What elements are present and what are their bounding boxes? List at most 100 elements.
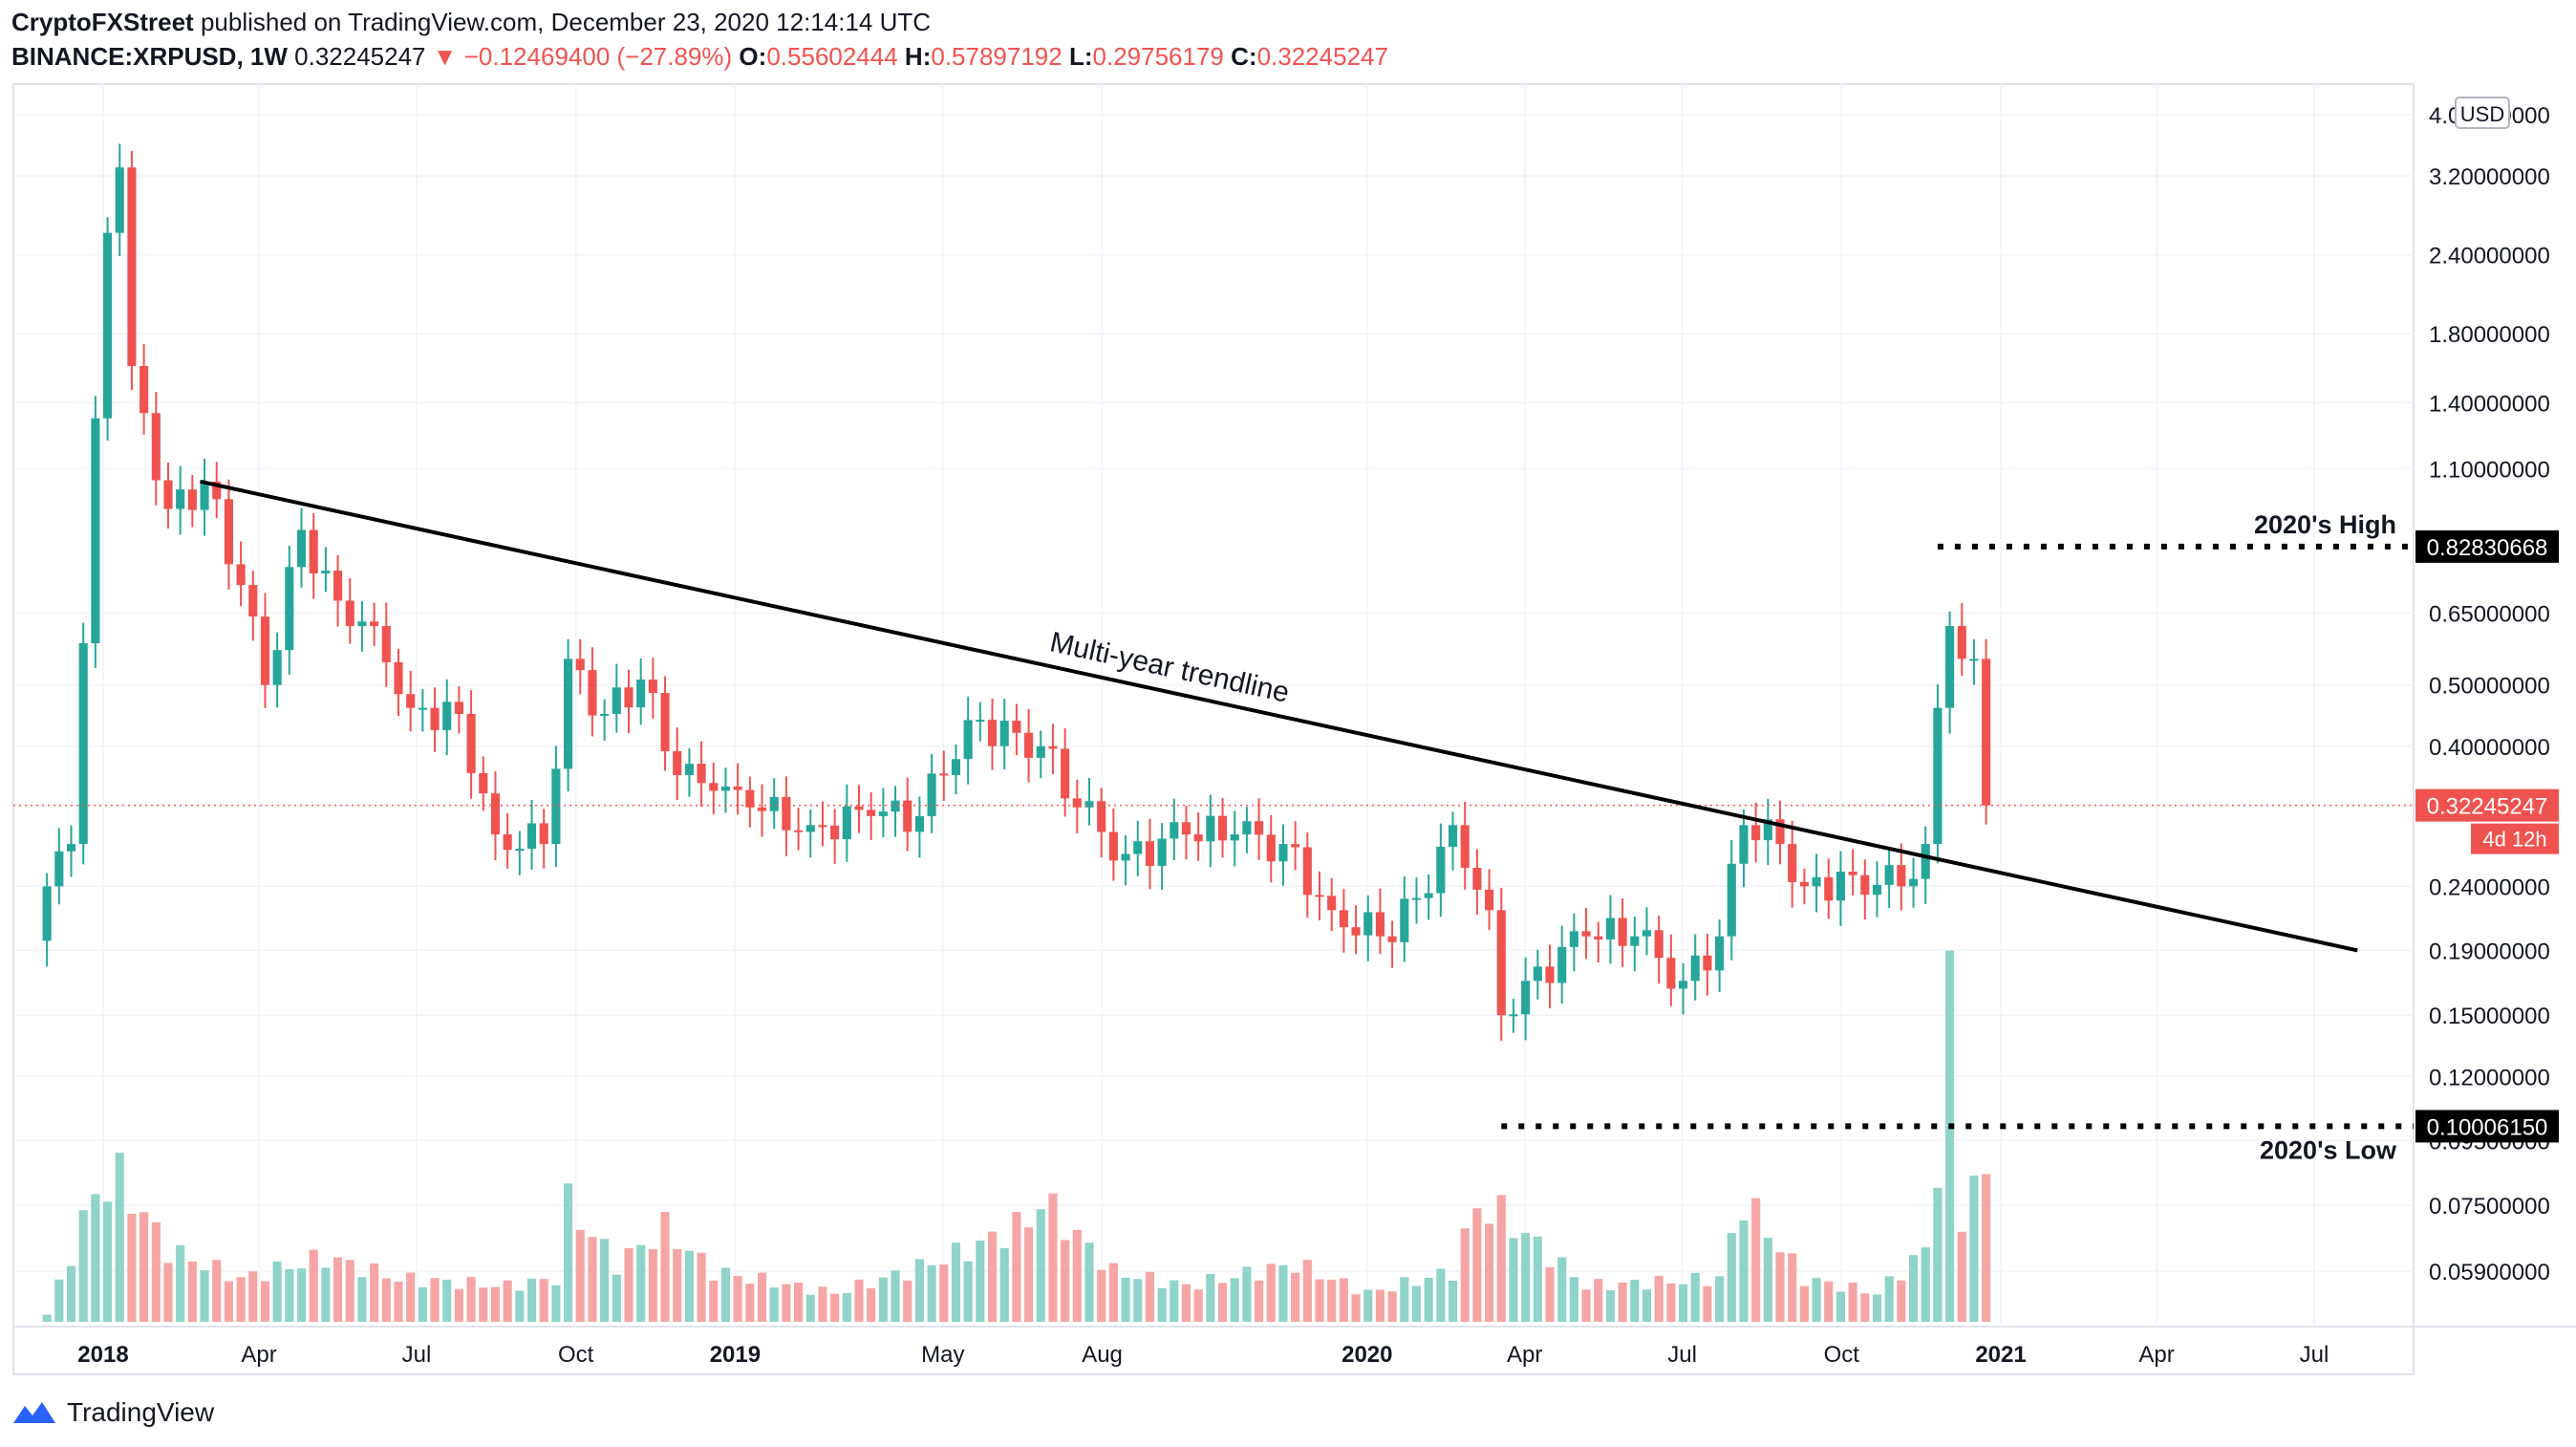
candle-body: [1751, 825, 1761, 841]
candle-body: [1242, 821, 1252, 835]
volume-bar: [309, 1249, 318, 1322]
volume-bar: [951, 1242, 961, 1322]
candle-body: [1375, 912, 1385, 937]
close-label: C:: [1231, 42, 1257, 71]
volume-bar: [163, 1263, 173, 1322]
candle-body: [1291, 844, 1300, 848]
candle-body: [1460, 825, 1470, 869]
volume-bar: [66, 1265, 76, 1322]
candle-body: [697, 764, 706, 784]
candle-body: [442, 702, 452, 730]
volume-bar: [1630, 1280, 1640, 1322]
x-tick-label: 2021: [1975, 1342, 2026, 1368]
volume-bar: [854, 1279, 864, 1322]
candle-body: [600, 713, 610, 716]
time-axis[interactable]: 2018 Apr Jul Oct 2019 May Aug 2020 Apr Jul Oct 2021…: [77, 1342, 2329, 1368]
candle-body: [854, 806, 864, 810]
volume-bar: [103, 1201, 113, 1322]
volume-bar: [939, 1264, 949, 1322]
candle-body: [187, 489, 197, 510]
candle-body: [709, 783, 719, 791]
volume-bar: [782, 1284, 791, 1322]
candle-body: [720, 786, 731, 791]
volume-bar: [260, 1281, 270, 1322]
candle-body: [236, 564, 246, 586]
candle-body: [1884, 865, 1894, 885]
open-label: O:: [739, 42, 767, 71]
volume-bar: [1824, 1281, 1834, 1322]
publisher-name[interactable]: CryptoFXStreet: [11, 8, 194, 36]
currency-badge[interactable]: USD: [2455, 97, 2510, 129]
volume-bar: [1121, 1277, 1130, 1322]
volume-bar: [1812, 1278, 1821, 1322]
volume-bar: [1084, 1242, 1094, 1322]
candle-body: [1727, 863, 1736, 937]
y-tick-label: 0.07500000: [2429, 1194, 2550, 1220]
candle-body: [1618, 918, 1627, 946]
candle-body: [805, 825, 815, 832]
x-tick-label: Jul: [402, 1342, 432, 1368]
volume-bar: [1217, 1283, 1228, 1322]
x-tick-label: 2019: [710, 1342, 761, 1368]
volume-bar: [285, 1268, 294, 1322]
candle-body: [1472, 868, 1482, 890]
x-tick-label: 2020: [1342, 1342, 1392, 1368]
volume-bar: [127, 1213, 137, 1322]
candle-body: [66, 844, 76, 852]
footer-brand[interactable]: TradingView: [67, 1397, 215, 1427]
volume-bar: [697, 1252, 706, 1322]
published-text: published on TradingView.com, December 2…: [200, 8, 932, 36]
trendline-label: Multi-year trendline: [1047, 626, 1292, 708]
volume-bar: [1302, 1260, 1312, 1322]
volume-bar: [830, 1293, 840, 1322]
volume-bar: [1448, 1280, 1458, 1322]
candle-body: [660, 693, 670, 752]
trendline[interactable]: [200, 479, 2358, 953]
volume-bar: [1982, 1174, 1991, 1322]
candle-body: [430, 707, 440, 730]
candle-body: [963, 720, 973, 760]
volume-bar: [564, 1183, 573, 1322]
candle-body: [818, 825, 827, 828]
candle-body: [684, 764, 694, 776]
volume-bar: [91, 1194, 100, 1322]
symbol-header: BINANCE:XRPUSD, 1W 0.32245247 ▼ −0.12469…: [11, 42, 1388, 72]
candle-body: [1908, 878, 1919, 887]
candle-body: [927, 773, 936, 816]
volume-bar: [575, 1229, 585, 1322]
candle-body: [1763, 819, 1772, 841]
candle-body: [588, 670, 597, 716]
y-tick-label: 0.65000000: [2429, 601, 2550, 627]
candle-body: [1824, 876, 1834, 901]
candle-body: [745, 789, 755, 808]
candle-body: [1206, 815, 1215, 842]
volume-bar: [1133, 1279, 1143, 1322]
candle-body: [103, 232, 113, 419]
candle-body: [42, 886, 52, 941]
candle-body: [1945, 626, 1955, 708]
candle-body: [1715, 936, 1725, 971]
currency-badge-box: [2455, 97, 2510, 129]
candle-body: [490, 793, 501, 835]
candle-body: [1278, 844, 1288, 862]
candle-body: [1812, 876, 1821, 887]
candle-body: [151, 413, 161, 481]
volume-bar: [733, 1276, 742, 1322]
price-axis[interactable]: 4.000000003.200000002.400000001.80000000…: [2429, 103, 2550, 1285]
volume-bar: [1897, 1280, 1906, 1322]
candle-body: [200, 481, 209, 510]
volume-bar: [660, 1212, 670, 1322]
candle-body: [551, 768, 561, 845]
y-tick-label: 3.20000000: [2429, 164, 2550, 190]
volume-bar: [490, 1286, 501, 1322]
volume-bar: [1763, 1237, 1772, 1322]
candle-body: [612, 687, 621, 714]
candle-body: [357, 621, 367, 627]
volume-bar: [296, 1268, 307, 1322]
volume-bar: [515, 1290, 525, 1322]
candle-body: [503, 834, 512, 851]
volume-bar: [430, 1278, 440, 1322]
volume-bar: [1097, 1269, 1106, 1322]
candle-body: [891, 800, 900, 812]
